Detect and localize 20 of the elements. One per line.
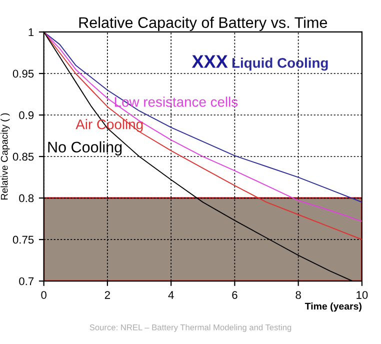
x-tick-label: 6 — [232, 291, 238, 299]
x-tick-label: 4 — [168, 291, 174, 299]
y-tick-label: 0.85 — [12, 152, 34, 161]
source-note: Source: NREL – Battery Thermal Modeling and Testing — [90, 324, 292, 332]
y-tick-label: 0.8 — [19, 194, 34, 202]
x-tick-label: 8 — [296, 291, 301, 299]
annotation: XXX — [192, 55, 228, 68]
chart-title: Relative Capacity of Battery vs. Time — [79, 16, 328, 31]
text: Liquid Cooling — [232, 58, 328, 71]
x-tick-label: 2 — [104, 291, 110, 299]
y-tick-label: 0.95 — [12, 70, 34, 78]
x-tick-label: 10 — [356, 291, 368, 299]
y-axis-title: Relative Capacity ( ) — [0, 113, 10, 200]
x-tick-label: 0 — [41, 291, 46, 299]
series-label: No Cooling — [48, 141, 122, 156]
y-tick-label: 0.75 — [12, 236, 34, 244]
x-axis-title: Time (years) — [304, 302, 362, 312]
y-tick-label: 0.7 — [19, 277, 34, 286]
y-tick-label: 1 — [28, 28, 34, 36]
y-tick-label: 0.9 — [19, 111, 34, 120]
